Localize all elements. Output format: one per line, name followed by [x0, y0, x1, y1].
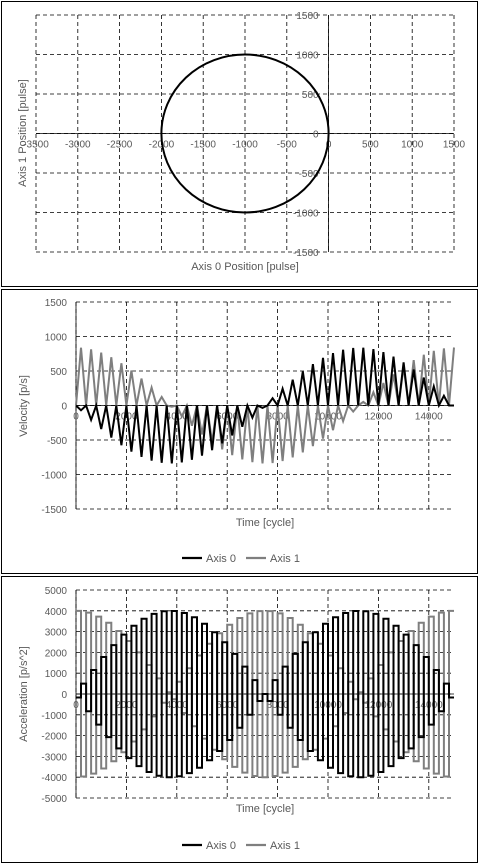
x-tick-label: 1000	[401, 140, 424, 151]
x-axis-title: Time [cycle]	[236, 517, 294, 529]
x-axis-title: Axis 0 Position [pulse]	[191, 261, 299, 273]
trajectory-circle	[160, 53, 330, 214]
y-tick-label: -2000	[41, 732, 67, 743]
y-tick-label: 5000	[45, 586, 68, 597]
y-tick-label: -1000	[41, 711, 67, 722]
x-tick-label: 12000	[364, 412, 392, 423]
y-tick-label: 2000	[45, 648, 68, 659]
legend-label: Axis 1	[270, 553, 300, 565]
x-tick-label: 0	[73, 700, 79, 711]
velocity-chart-panel: 0 2000 4000 6000 8000 10000 12000 14000 -1500 -10…	[1, 289, 478, 574]
y-axis-title: Axis 1 Position [pulse]	[17, 79, 29, 187]
y-tick-label: -500	[299, 169, 319, 180]
x-tick-label: -3500	[23, 140, 49, 151]
x-tick-label: 0	[73, 412, 79, 423]
y-tick-label: -1500	[293, 248, 319, 259]
y-tick-label: 500	[302, 90, 319, 101]
x-tick-label: 10000	[314, 412, 342, 423]
y-tick-label: -5000	[41, 794, 67, 805]
position-chart: -3500 -3000 -2500 -2000 -1500 -1000 -500 0 500 10…	[17, 11, 466, 273]
x-tick-label: -1000	[232, 140, 258, 151]
y-tick-label: -1500	[41, 505, 67, 516]
acceleration-chart: 0 2000 4000 6000 8000 10000 12000 14000-5000-40…	[18, 586, 454, 852]
y-tick-label: 500	[50, 367, 67, 378]
x-tick-label: 500	[362, 140, 379, 151]
x-tick-label: -1500	[190, 140, 216, 151]
x-tick-label: 1500	[443, 140, 466, 151]
legend-label: Axis 0	[206, 553, 236, 565]
y-tick-label: 0	[61, 402, 67, 413]
acceleration-chart-panel: 0 2000 4000 6000 8000 10000 12000 14000 -5000 -40…	[1, 576, 478, 863]
y-tick-label: 1000	[296, 51, 319, 62]
y-tick-label: 0	[313, 130, 319, 141]
legend-label: Axis 1	[270, 840, 300, 852]
y-axis-title: Acceleration [p/s^2]	[18, 646, 30, 742]
x-tick-label: -500	[277, 140, 297, 151]
y-tick-label: -3000	[41, 752, 67, 763]
y-tick-label: 1000	[45, 333, 68, 344]
legend-label: Axis 0	[206, 840, 236, 852]
x-tick-label: 0	[326, 140, 332, 151]
x-axis-title: Time [cycle]	[236, 803, 294, 815]
series-axis-0-line	[76, 610, 454, 779]
series-axis-0-line	[75, 347, 454, 464]
y-tick-label: -1000	[293, 209, 319, 220]
x-tick-label: -2500	[107, 140, 133, 151]
y-tick-label: 1500	[45, 298, 68, 309]
position-chart-panel: -3500 -3000 -2500 -2000 -1500 -1000 -500 0 500 10…	[1, 1, 478, 287]
y-tick-label: -4000	[41, 773, 67, 784]
y-tick-label: 4000	[45, 607, 68, 618]
y-tick-label: 1500	[296, 11, 319, 22]
x-tick-label: 14000	[415, 412, 443, 423]
x-tick-label: -3000	[65, 140, 91, 151]
y-tick-label: 3000	[45, 628, 68, 639]
y-tick-label: -500	[47, 436, 67, 447]
x-tick-label: 2000	[115, 412, 138, 423]
y-tick-label: 1000	[45, 669, 68, 680]
velocity-chart: 0 2000 4000 6000 8000 10000 12000 14000-1500-10…	[18, 298, 455, 565]
y-tick-label: 0	[61, 690, 67, 701]
y-axis-title: Velocity [p/s]	[18, 375, 30, 437]
y-tick-label: -1000	[41, 471, 67, 482]
